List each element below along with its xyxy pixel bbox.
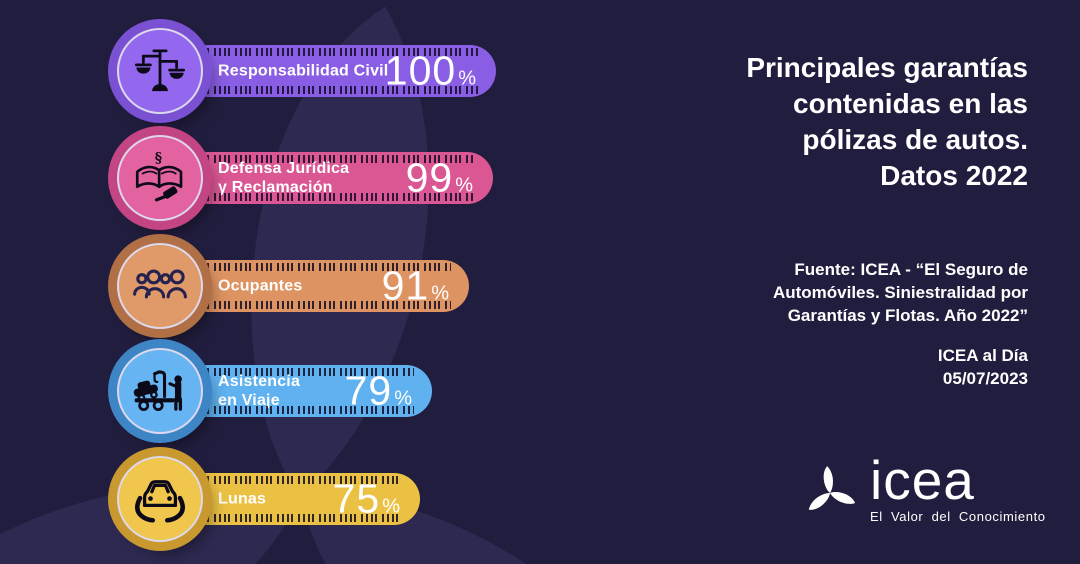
bar-label: Lunas bbox=[218, 490, 267, 508]
bar-row-asistencia-en-viaje: Asistencia en Viaje 79% bbox=[0, 337, 620, 445]
tick-pattern-bottom bbox=[198, 301, 451, 309]
bar-pill: Asistencia en Viaje 79% bbox=[193, 365, 432, 417]
tick-pattern-bottom bbox=[198, 406, 414, 414]
chart-title: Principales garantías contenidas en las … bbox=[746, 52, 1028, 191]
bar-value: 100% bbox=[384, 47, 476, 94]
tick-pattern-top bbox=[198, 155, 475, 163]
bar-label: Asistencia en Viaje bbox=[218, 373, 301, 409]
tick-pattern-top bbox=[198, 368, 414, 376]
law-book-gavel-icon: § bbox=[135, 150, 183, 202]
bar-badge bbox=[117, 28, 203, 114]
icea-logo: icea El Valor del Conocimiento bbox=[805, 447, 1046, 524]
bar-badge: § bbox=[117, 135, 203, 221]
bar-badge bbox=[117, 456, 203, 542]
bar-pill: Lunas 75% bbox=[193, 473, 420, 525]
tow-truck-icon bbox=[133, 370, 183, 411]
bar-badge bbox=[117, 243, 203, 329]
bar-row-lunas: Lunas 75% bbox=[0, 445, 620, 553]
bar-badge bbox=[117, 348, 203, 434]
passengers-icon bbox=[133, 269, 187, 299]
svg-text:§: § bbox=[155, 150, 162, 166]
tick-pattern-top bbox=[198, 476, 402, 484]
bar-pill: Ocupantes 91% bbox=[193, 260, 469, 312]
publication-name: ICEA al Día bbox=[937, 346, 1028, 365]
publication-date: 05/07/2023 bbox=[942, 369, 1028, 388]
bar-value: 75% bbox=[332, 475, 400, 522]
tick-pattern-top bbox=[198, 263, 451, 271]
icea-tagline: El Valor del Conocimiento bbox=[870, 509, 1046, 524]
scales-of-justice-icon bbox=[134, 49, 186, 92]
bar-row-ocupantes: Ocupantes 91% bbox=[0, 232, 620, 340]
bar-row-responsabilidad-civil: Responsabilidad Civil 100% bbox=[0, 17, 620, 125]
tick-pattern-top bbox=[198, 48, 478, 56]
bar-label: Defensa Jurídica y Reclamación bbox=[218, 160, 350, 196]
tick-pattern-bottom bbox=[198, 193, 475, 201]
bar-label: Responsabilidad Civil bbox=[218, 62, 389, 80]
bar-value: 91% bbox=[381, 262, 449, 309]
bar-value: 79% bbox=[344, 367, 412, 414]
icea-petal-mark-icon bbox=[808, 466, 855, 510]
source-citation: Fuente: ICEA - “El Seguro de Automóviles… bbox=[772, 260, 1028, 325]
bar-label: Ocupantes bbox=[218, 277, 303, 295]
bar-value: 99% bbox=[405, 154, 473, 201]
bar-pill: Defensa Jurídica y Reclamación 99% bbox=[193, 152, 493, 204]
tick-pattern-bottom bbox=[198, 514, 402, 522]
icea-wordmark: icea bbox=[870, 449, 975, 511]
tick-pattern-bottom bbox=[198, 86, 478, 94]
bar-row-defensa-juridica: Defensa Jurídica y Reclamación 99% § bbox=[0, 124, 620, 232]
bar-pill: Responsabilidad Civil 100% bbox=[193, 45, 496, 97]
publication-block: ICEA al Día 05/07/2023 bbox=[938, 344, 1028, 390]
car-in-hands-icon bbox=[135, 480, 185, 523]
